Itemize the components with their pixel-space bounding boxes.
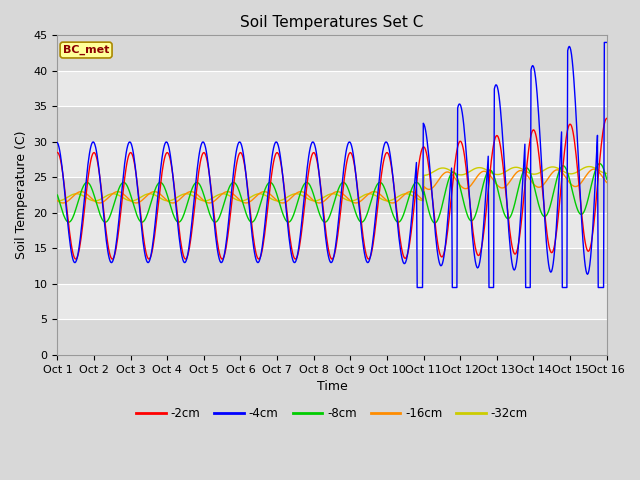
-4cm [205, 165, 212, 171]
-2cm [603, 116, 611, 121]
Line: -8cm: -8cm [58, 164, 607, 223]
Bar [58, 178, 607, 213]
-4cm [600, 39, 608, 45]
-8cm [596, 161, 604, 167]
-16cm [399, 192, 407, 198]
-8cm [120, 180, 128, 185]
-32cm [603, 170, 611, 176]
Bar [58, 284, 607, 320]
-16cm [63, 199, 71, 204]
Bar [58, 142, 607, 178]
-16cm [169, 200, 177, 206]
-4cm [63, 216, 71, 222]
Bar [58, 36, 607, 71]
Text: BC_met: BC_met [63, 45, 109, 55]
-16cm [603, 180, 611, 185]
-16cm [120, 192, 128, 197]
Bar [58, 249, 607, 284]
-32cm [121, 196, 129, 202]
-32cm [399, 191, 407, 197]
X-axis label: Time: Time [317, 380, 348, 393]
-4cm [413, 285, 421, 290]
-4cm [120, 168, 128, 173]
Y-axis label: Soil Temperature (C): Soil Temperature (C) [15, 131, 28, 259]
-2cm [63, 210, 71, 216]
-32cm [91, 198, 99, 204]
-32cm [205, 197, 213, 203]
-8cm [603, 176, 611, 182]
-32cm [415, 197, 423, 203]
Bar [58, 71, 607, 107]
Line: -2cm: -2cm [58, 119, 607, 259]
Legend: -2cm, -4cm, -8cm, -16cm, -32cm: -2cm, -4cm, -8cm, -16cm, -32cm [132, 402, 532, 425]
-16cm [205, 200, 213, 206]
-16cm [415, 194, 423, 200]
Bar [58, 320, 607, 355]
-8cm [176, 219, 184, 225]
-4cm [415, 285, 423, 290]
-32cm [54, 198, 61, 204]
-2cm [399, 253, 407, 259]
-2cm [177, 237, 184, 242]
Line: -16cm: -16cm [58, 169, 607, 203]
-4cm [603, 39, 611, 45]
-8cm [205, 208, 212, 214]
-8cm [415, 181, 422, 187]
-4cm [176, 239, 184, 244]
-8cm [54, 192, 61, 198]
Bar [58, 107, 607, 142]
-8cm [431, 220, 438, 226]
-2cm [415, 157, 423, 163]
-16cm [177, 196, 184, 202]
Line: -4cm: -4cm [58, 42, 607, 288]
-2cm [72, 256, 79, 262]
-4cm [399, 258, 406, 264]
-32cm [63, 194, 71, 200]
-4cm [54, 140, 61, 145]
Title: Soil Temperatures Set C: Soil Temperatures Set C [241, 15, 424, 30]
-16cm [590, 166, 598, 172]
-2cm [121, 176, 129, 181]
-8cm [63, 219, 71, 225]
Bar [58, 213, 607, 249]
-2cm [54, 150, 61, 156]
-32cm [585, 164, 593, 169]
-8cm [399, 214, 406, 219]
-2cm [205, 172, 213, 178]
-32cm [177, 192, 184, 198]
-16cm [54, 198, 61, 204]
Line: -32cm: -32cm [58, 167, 607, 201]
